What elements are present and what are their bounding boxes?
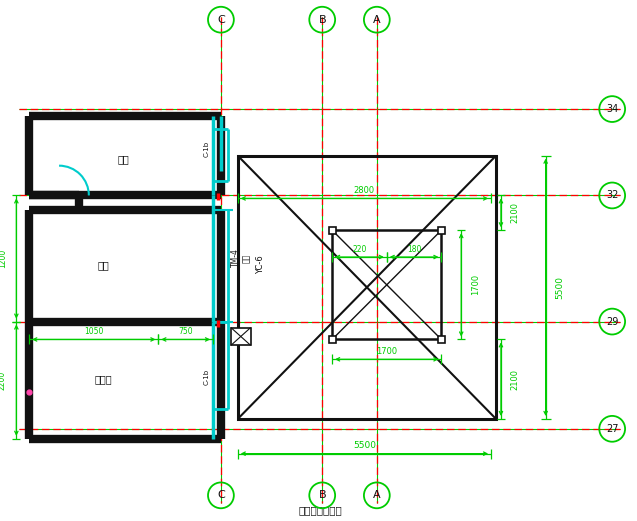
Text: 1050: 1050 bbox=[84, 327, 103, 336]
Text: TM-4: TM-4 bbox=[231, 249, 240, 267]
Text: 220: 220 bbox=[352, 244, 367, 254]
Text: 34: 34 bbox=[606, 104, 619, 114]
Text: B: B bbox=[318, 15, 326, 24]
Bar bbox=[231, 328, 251, 345]
Text: C-1b: C-1b bbox=[204, 141, 210, 157]
Text: A: A bbox=[373, 15, 381, 24]
Text: 塔吊基础平面图: 塔吊基础平面图 bbox=[298, 505, 342, 515]
Text: 1700: 1700 bbox=[471, 274, 480, 295]
Bar bbox=[329, 227, 336, 234]
Bar bbox=[238, 156, 496, 419]
Text: 2200: 2200 bbox=[0, 370, 7, 390]
Text: 主卧室: 主卧室 bbox=[95, 374, 113, 384]
Text: 5500: 5500 bbox=[353, 441, 376, 450]
Text: 5500: 5500 bbox=[555, 276, 564, 299]
Text: 2800: 2800 bbox=[354, 186, 375, 195]
Text: 750: 750 bbox=[178, 327, 193, 336]
Text: 客厅: 客厅 bbox=[98, 260, 110, 270]
Text: 29: 29 bbox=[606, 317, 619, 327]
Bar bbox=[332, 230, 441, 340]
Text: 32: 32 bbox=[606, 191, 619, 201]
Text: 27: 27 bbox=[606, 424, 619, 434]
Bar bbox=[438, 227, 445, 234]
Text: 2100: 2100 bbox=[510, 369, 519, 390]
Text: 1700: 1700 bbox=[376, 347, 397, 356]
Text: YC-6: YC-6 bbox=[256, 256, 265, 275]
Text: M-2: M-2 bbox=[39, 206, 54, 215]
Text: C: C bbox=[217, 15, 225, 24]
Bar bbox=[329, 337, 336, 343]
Text: 2100: 2100 bbox=[510, 202, 519, 224]
Text: 卧室: 卧室 bbox=[118, 154, 129, 164]
Bar bbox=[438, 337, 445, 343]
Text: 1200: 1200 bbox=[0, 249, 7, 268]
Text: 180: 180 bbox=[407, 244, 421, 254]
Text: C-1b: C-1b bbox=[204, 369, 210, 385]
Text: B: B bbox=[318, 490, 326, 500]
Text: 阳台: 阳台 bbox=[242, 253, 251, 263]
Text: A: A bbox=[373, 490, 381, 500]
Text: C: C bbox=[217, 490, 225, 500]
